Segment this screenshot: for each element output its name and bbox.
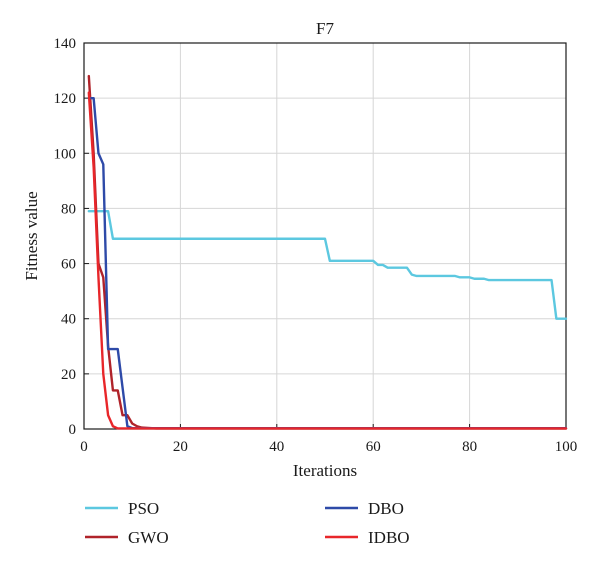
series-line-idbo xyxy=(87,91,568,430)
y-tick-label: 40 xyxy=(61,312,76,328)
grid-lines xyxy=(84,43,566,429)
legend-label-idbo: IDBO xyxy=(368,528,410,547)
legend-label-pso: PSO xyxy=(128,499,159,518)
y-tick-label: 0 xyxy=(69,422,77,438)
plot-frame xyxy=(83,42,567,430)
y-tick-label: 80 xyxy=(61,201,76,217)
series-layer xyxy=(87,74,568,430)
legend: PSO DBO GWO IDBO xyxy=(85,499,410,547)
y-axis-ticks: 0 20 40 60 80 100 120 140 xyxy=(54,36,89,438)
legend-label-gwo: GWO xyxy=(128,528,169,547)
x-tick-label: 100 xyxy=(555,439,578,455)
x-tick-label: 40 xyxy=(269,439,284,455)
y-tick-label: 140 xyxy=(54,36,77,52)
x-tick-label: 60 xyxy=(366,439,381,455)
series-line-dbo xyxy=(87,96,568,430)
x-tick-label: 20 xyxy=(173,439,188,455)
x-tick-label: 0 xyxy=(80,439,88,455)
series-line-pso xyxy=(87,209,568,320)
x-axis-ticks: 0 20 40 60 80 100 xyxy=(80,424,577,455)
chart-title: F7 xyxy=(316,19,334,38)
legend-label-dbo: DBO xyxy=(368,499,404,518)
x-tick-label: 80 xyxy=(462,439,477,455)
y-axis-label: Fitness value xyxy=(22,191,41,280)
y-tick-label: 60 xyxy=(61,257,76,273)
y-tick-label: 120 xyxy=(54,91,77,107)
y-tick-label: 20 xyxy=(61,367,76,383)
x-axis-label: Iterations xyxy=(293,461,357,480)
y-tick-label: 100 xyxy=(54,146,77,162)
